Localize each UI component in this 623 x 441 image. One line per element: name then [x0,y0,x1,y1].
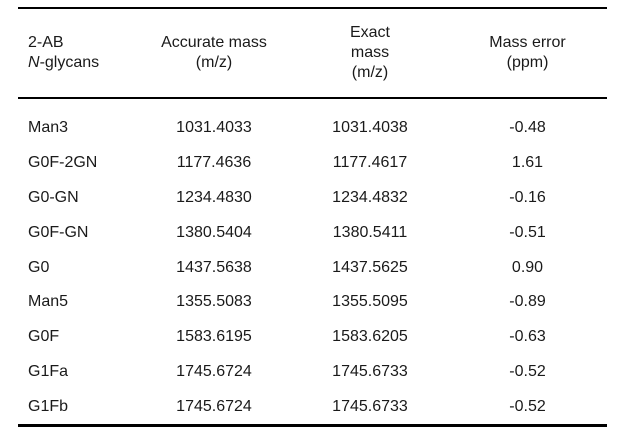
header-exact-line1: Exact [349,24,390,41]
cell-accurate-mass: 1355.5083 [176,293,252,311]
cell-glycan: G1Fb [28,397,69,415]
table-row: Man3 1031.4033 1031.4038 -0.48 [18,98,607,146]
cell-mass-error: -0.52 [509,362,546,380]
cell-accurate-mass: 1234.4830 [176,188,252,206]
cell-mass-error: -0.48 [509,119,546,137]
cell-accurate-mass: 1745.6724 [176,362,252,380]
cell-glycan: G0F-2GN [28,154,98,172]
cell-glycan: G0 [28,258,50,276]
header-glycans-line1: 2-AB [28,34,64,51]
header-exact-line2: mass [350,44,390,61]
cell-mass-error: -0.51 [509,223,546,241]
cell-glycan: Man3 [28,119,69,137]
table-row: G0F-2GN 1177.4636 1177.4617 1.61 [18,146,607,181]
cell-mass-error: -0.16 [509,188,546,206]
header-accurate-line2: (m/z) [195,54,233,71]
cell-glycan: G0F-GN [28,223,89,241]
cell-glycan: G0-GN [28,188,79,206]
cell-exact-mass: 1234.4832 [332,188,408,206]
header-glycans-rest: -glycans [39,54,100,71]
mass-table: 2-AB N-glycans Accurate mass (m/z) Exact… [18,7,607,427]
header-glycans: 2-AB N-glycans [18,8,136,98]
cell-accurate-mass: 1745.6724 [176,397,252,415]
cell-exact-mass: 1583.6205 [332,328,408,346]
header-accurate-line1: Accurate mass [161,34,267,51]
header-glycans-line2: N-glycans [28,53,136,73]
table-row: G1Fa 1745.6724 1745.6733 -0.52 [18,355,607,390]
header-accurate-mass: Accurate mass (m/z) [136,8,292,98]
table-row: G0F 1583.6195 1583.6205 -0.63 [18,320,607,355]
table-row: G1Fb 1745.6724 1745.6733 -0.52 [18,389,607,426]
header-error-line2: (ppm) [506,54,549,71]
cell-accurate-mass: 1437.5638 [176,258,252,276]
header-exact-line3: (m/z) [351,64,389,81]
cell-exact-mass: 1745.6733 [332,397,408,415]
cell-exact-mass: 1380.5411 [332,223,408,241]
cell-glycan: G1Fa [28,362,69,380]
cell-exact-mass: 1437.5625 [332,258,408,276]
cell-mass-error: -0.63 [509,328,546,346]
cell-glycan: Man5 [28,293,69,311]
cell-mass-error: -0.89 [509,293,546,311]
header-exact-mass: Exact mass (m/z) [292,8,448,98]
cell-accurate-mass: 1031.4033 [176,119,252,137]
cell-accurate-mass: 1177.4636 [176,154,252,172]
header-row: 2-AB N-glycans Accurate mass (m/z) Exact… [18,8,607,98]
table-row: G0-GN 1234.4830 1234.4832 -0.16 [18,181,607,216]
table-row: Man5 1355.5083 1355.5095 -0.89 [18,285,607,320]
cell-mass-error: 1.61 [511,154,544,172]
header-glycans-italic-n: N [28,54,40,71]
cell-accurate-mass: 1380.5404 [176,223,252,241]
header-mass-error: Mass error (ppm) [448,8,607,98]
cell-exact-mass: 1745.6733 [332,362,408,380]
cell-exact-mass: 1355.5095 [332,293,408,311]
cell-glycan: G0F [28,328,60,346]
cell-mass-error: 0.90 [511,258,544,276]
cell-accurate-mass: 1583.6195 [176,328,252,346]
header-error-line1: Mass error [489,34,566,51]
cell-exact-mass: 1031.4038 [332,119,408,137]
table-row: G0 1437.5638 1437.5625 0.90 [18,250,607,285]
table-row: G0F-GN 1380.5404 1380.5411 -0.51 [18,215,607,250]
mass-table-container: 2-AB N-glycans Accurate mass (m/z) Exact… [18,7,607,427]
cell-mass-error: -0.52 [509,397,546,415]
cell-exact-mass: 1177.4617 [332,154,408,172]
